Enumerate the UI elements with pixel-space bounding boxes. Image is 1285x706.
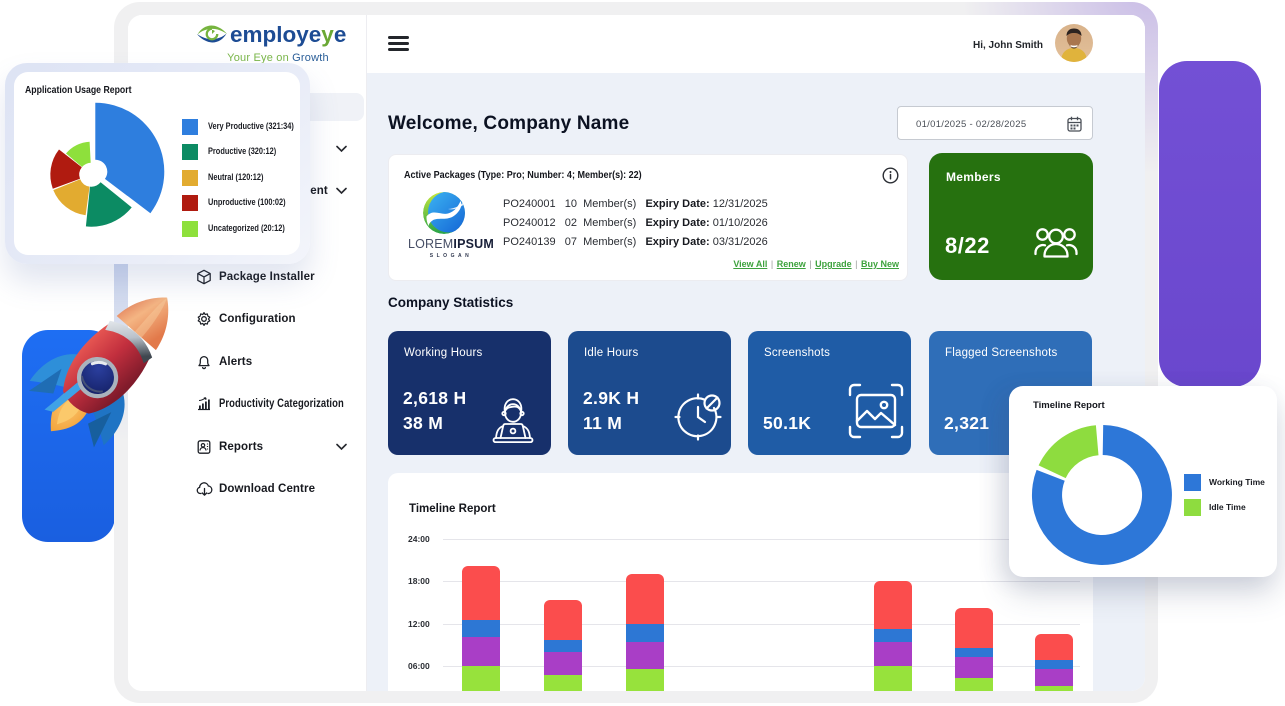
svg-text:Idle Time: Idle Time	[1209, 502, 1246, 512]
svg-text:Working Time: Working Time	[1209, 477, 1265, 487]
